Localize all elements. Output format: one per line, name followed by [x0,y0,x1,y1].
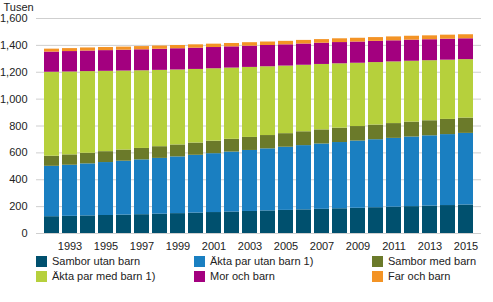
svg-text:2007: 2007 [310,240,334,252]
svg-text:800: 800 [9,120,27,132]
html-text:Sambor med barn: Sambor med barn [388,255,476,267]
svg-text:1997: 1997 [130,240,154,252]
svg-text:Tusen: Tusen [4,1,34,13]
html-text:Äkta par utan barn 1): Äkta par utan barn 1) [210,255,314,267]
svg-text:2011: 2011 [382,240,406,252]
svg-text:1999: 1999 [166,240,190,252]
svg-text:2013: 2013 [418,240,442,252]
html-text:Mor och barn: Mor och barn [210,270,275,282]
html-text:Sambor utan barn: Sambor utan barn [52,255,141,267]
svg-text:2005: 2005 [274,240,298,252]
svg-text:2015: 2015 [454,240,478,252]
svg-text:1995: 1995 [94,240,118,252]
svg-text:1,200: 1,200 [0,66,28,78]
svg-text:1993: 1993 [58,240,82,252]
svg-text:200: 200 [9,200,27,212]
svg-text:2009: 2009 [346,240,370,252]
svg-text:400: 400 [9,173,27,185]
html-text:Äkta par med barn 1): Äkta par med barn 1) [52,270,156,282]
svg-text:1,400: 1,400 [0,39,28,51]
svg-text:0: 0 [21,227,27,239]
svg-text:1,000: 1,000 [0,93,28,105]
svg-text:2003: 2003 [238,240,262,252]
svg-text:2001: 2001 [202,240,226,252]
svg-text:600: 600 [9,146,27,158]
svg-text:1,600: 1,600 [0,12,28,24]
html-text:Far och barn: Far och barn [388,270,451,282]
